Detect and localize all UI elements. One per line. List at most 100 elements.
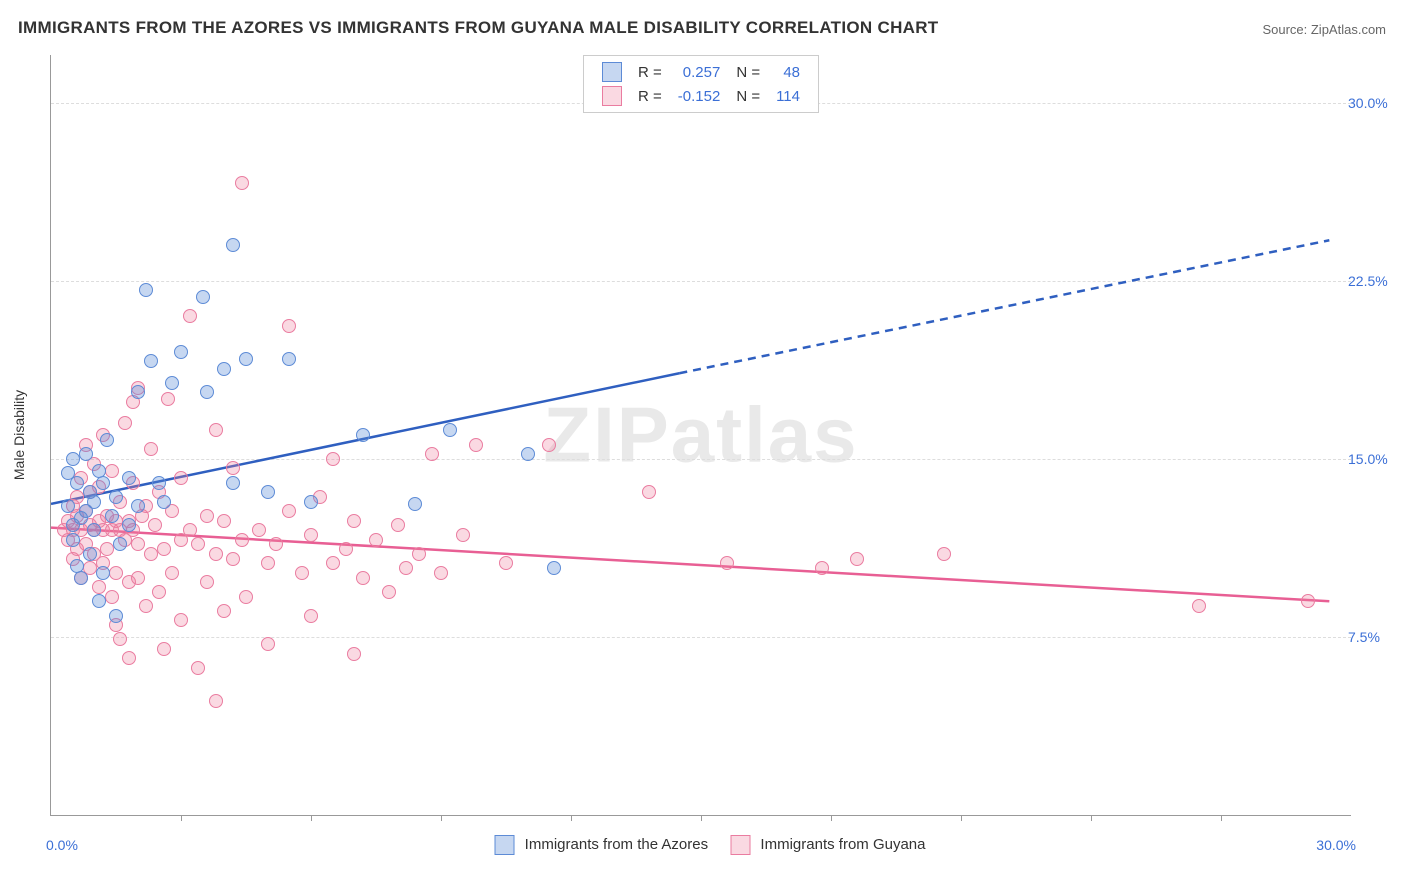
data-point-guyana: [144, 547, 158, 561]
data-point-guyana: [226, 552, 240, 566]
data-point-guyana: [92, 580, 106, 594]
x-tick-mark: [571, 815, 572, 821]
x-tick-mark: [441, 815, 442, 821]
data-point-azores: [74, 571, 88, 585]
legend-label-guyana: Immigrants from Guyana: [760, 836, 925, 853]
data-point-guyana: [937, 547, 951, 561]
data-point-azores: [109, 609, 123, 623]
data-point-guyana: [434, 566, 448, 580]
y-tick-label: 30.0%: [1348, 95, 1403, 111]
data-point-guyana: [217, 514, 231, 528]
data-point-guyana: [369, 533, 383, 547]
data-point-azores: [226, 238, 240, 252]
source-label: Source: ZipAtlas.com: [1262, 22, 1386, 37]
data-point-azores: [79, 447, 93, 461]
data-point-azores: [547, 561, 561, 575]
data-point-azores: [139, 283, 153, 297]
data-point-guyana: [148, 518, 162, 532]
data-point-guyana: [815, 561, 829, 575]
data-point-azores: [282, 352, 296, 366]
n-label: N =: [728, 60, 768, 84]
data-point-azores: [66, 533, 80, 547]
data-point-guyana: [191, 537, 205, 551]
chart-container: IMMIGRANTS FROM THE AZORES VS IMMIGRANTS…: [0, 0, 1406, 892]
data-point-azores: [109, 490, 123, 504]
data-point-azores: [196, 290, 210, 304]
data-point-azores: [157, 495, 171, 509]
data-point-guyana: [174, 471, 188, 485]
data-point-guyana: [105, 464, 119, 478]
data-point-guyana: [499, 556, 513, 570]
x-tick-mark: [961, 815, 962, 821]
r-label: R =: [630, 60, 670, 84]
data-point-guyana: [239, 590, 253, 604]
data-point-azores: [100, 433, 114, 447]
data-point-guyana: [269, 537, 283, 551]
data-point-guyana: [157, 642, 171, 656]
data-point-azores: [70, 476, 84, 490]
data-point-guyana: [356, 571, 370, 585]
data-point-guyana: [118, 416, 132, 430]
data-point-guyana: [252, 523, 266, 537]
data-point-guyana: [339, 542, 353, 556]
data-point-guyana: [109, 566, 123, 580]
data-point-guyana: [200, 575, 214, 589]
data-point-guyana: [1301, 594, 1315, 608]
swatch-azores-icon: [495, 835, 515, 855]
data-point-guyana: [183, 523, 197, 537]
data-point-guyana: [113, 632, 127, 646]
correlation-legend-box: R = 0.257 N = 48 R = -0.152 N = 114: [583, 55, 819, 113]
data-point-guyana: [326, 452, 340, 466]
data-point-azores: [152, 476, 166, 490]
data-point-guyana: [850, 552, 864, 566]
data-point-guyana: [122, 651, 136, 665]
data-point-azores: [61, 499, 75, 513]
n-value-guyana: 114: [768, 84, 808, 108]
trendlines-layer: [51, 55, 1351, 815]
data-point-azores: [217, 362, 231, 376]
r-value-azores: 0.257: [670, 60, 729, 84]
x-tick-mark: [311, 815, 312, 821]
data-point-azores: [87, 523, 101, 537]
data-point-azores: [521, 447, 535, 461]
data-point-guyana: [161, 392, 175, 406]
data-point-guyana: [304, 528, 318, 542]
data-point-guyana: [295, 566, 309, 580]
data-point-azores: [66, 452, 80, 466]
data-point-guyana: [542, 438, 556, 452]
data-point-guyana: [1192, 599, 1206, 613]
data-point-guyana: [183, 309, 197, 323]
data-point-azores: [113, 537, 127, 551]
r-value-guyana: -0.152: [670, 84, 729, 108]
series-legend: Immigrants from the Azores Immigrants fr…: [477, 835, 926, 855]
data-point-azores: [83, 547, 97, 561]
data-point-guyana: [456, 528, 470, 542]
chart-title: IMMIGRANTS FROM THE AZORES VS IMMIGRANTS…: [18, 18, 939, 38]
data-point-azores: [92, 594, 106, 608]
data-point-guyana: [226, 461, 240, 475]
data-point-azores: [304, 495, 318, 509]
data-point-guyana: [209, 547, 223, 561]
data-point-azores: [174, 345, 188, 359]
data-point-guyana: [412, 547, 426, 561]
data-point-guyana: [191, 661, 205, 675]
swatch-guyana-icon: [602, 86, 622, 106]
data-point-guyana: [425, 447, 439, 461]
data-point-guyana: [347, 514, 361, 528]
data-point-guyana: [209, 423, 223, 437]
data-point-guyana: [282, 319, 296, 333]
data-point-guyana: [235, 176, 249, 190]
data-point-guyana: [304, 609, 318, 623]
data-point-azores: [443, 423, 457, 437]
x-axis-max-label: 30.0%: [1316, 837, 1356, 853]
data-point-guyana: [131, 571, 145, 585]
data-point-azores: [239, 352, 253, 366]
data-point-azores: [122, 471, 136, 485]
data-point-guyana: [157, 542, 171, 556]
data-point-guyana: [261, 556, 275, 570]
swatch-guyana-icon: [730, 835, 750, 855]
legend-row-guyana: R = -0.152 N = 114: [594, 84, 808, 108]
y-tick-label: 7.5%: [1348, 629, 1403, 645]
swatch-azores-icon: [602, 62, 622, 82]
data-point-guyana: [382, 585, 396, 599]
